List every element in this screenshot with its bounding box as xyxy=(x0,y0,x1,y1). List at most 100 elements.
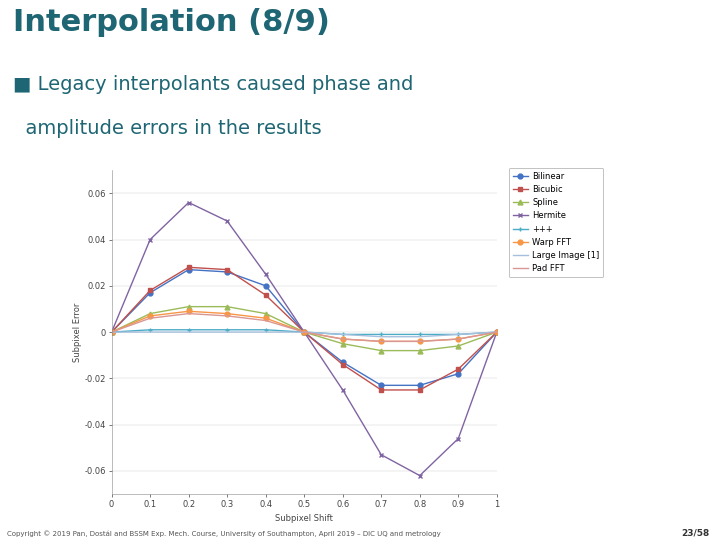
Bicubic xyxy=(107,329,116,335)
Pad FFT xyxy=(145,315,155,321)
Spline xyxy=(300,329,309,335)
Text: Interpolation (8/9): Interpolation (8/9) xyxy=(13,8,330,37)
Hermite xyxy=(377,451,386,458)
Warp FFT xyxy=(300,329,309,335)
Bicubic xyxy=(492,329,501,335)
Spline xyxy=(492,329,501,335)
Pad FFT xyxy=(338,336,347,342)
+++ xyxy=(300,329,309,335)
Bilinear xyxy=(377,382,386,389)
Pad FFT xyxy=(223,313,232,319)
Spline xyxy=(415,347,424,354)
Line: Bicubic: Bicubic xyxy=(109,265,499,393)
Line: +++: +++ xyxy=(109,327,499,337)
+++ xyxy=(377,331,386,338)
Bilinear xyxy=(338,359,347,366)
Legend: Bilinear, Bicubic, Spline, Hermite, +++, Warp FFT, Large Image [1], Pad FFT: Bilinear, Bicubic, Spline, Hermite, +++,… xyxy=(508,168,603,277)
Hermite xyxy=(415,472,424,479)
Warp FFT xyxy=(415,338,424,345)
Spline xyxy=(223,303,232,310)
Pad FFT xyxy=(261,318,270,324)
Bicubic xyxy=(454,366,463,373)
+++ xyxy=(338,331,347,338)
+++ xyxy=(145,327,155,333)
Warp FFT xyxy=(261,315,270,321)
Hermite xyxy=(261,271,270,278)
Large Image [1] xyxy=(107,329,116,335)
Bicubic xyxy=(300,329,309,335)
Warp FFT xyxy=(107,329,116,335)
Large Image [1] xyxy=(415,334,424,340)
Pad FFT xyxy=(454,336,463,342)
Pad FFT xyxy=(492,329,501,335)
Large Image [1] xyxy=(492,329,501,335)
+++ xyxy=(184,327,193,333)
Bilinear xyxy=(223,269,232,275)
Large Image [1] xyxy=(300,329,309,335)
Large Image [1] xyxy=(145,329,155,335)
Pad FFT xyxy=(300,329,309,335)
Hermite xyxy=(338,387,347,393)
Large Image [1] xyxy=(184,329,193,335)
Pad FFT xyxy=(107,329,116,335)
Hermite xyxy=(300,329,309,335)
Spline xyxy=(377,347,386,354)
Text: 23/58: 23/58 xyxy=(681,528,709,537)
Large Image [1] xyxy=(261,329,270,335)
Hermite xyxy=(492,329,501,335)
Line: Large Image [1]: Large Image [1] xyxy=(112,332,497,337)
Spline xyxy=(338,340,347,347)
Bicubic xyxy=(223,266,232,273)
Hermite xyxy=(454,435,463,442)
Large Image [1] xyxy=(223,329,232,335)
Text: amplitude errors in the results: amplitude errors in the results xyxy=(13,119,322,138)
Bilinear xyxy=(492,329,501,335)
Large Image [1] xyxy=(338,331,347,338)
Y-axis label: Subpixel Error: Subpixel Error xyxy=(73,302,82,362)
Warp FFT xyxy=(377,338,386,345)
Spline xyxy=(184,303,193,310)
Spline xyxy=(261,310,270,317)
Bilinear xyxy=(184,266,193,273)
Warp FFT xyxy=(338,336,347,342)
Spline xyxy=(145,310,155,317)
Hermite xyxy=(184,199,193,206)
Line: Spline: Spline xyxy=(109,304,499,353)
Bilinear xyxy=(107,329,116,335)
Warp FFT xyxy=(145,313,155,319)
Large Image [1] xyxy=(454,331,463,338)
Large Image [1] xyxy=(377,334,386,340)
Bicubic xyxy=(338,361,347,368)
Text: Copyright © 2019 Pan, Dostál and BSSM Exp. Mech. Course, University of Southampt: Copyright © 2019 Pan, Dostál and BSSM Ex… xyxy=(7,531,441,537)
Pad FFT xyxy=(184,310,193,317)
Bilinear xyxy=(415,382,424,389)
Bicubic xyxy=(415,387,424,393)
+++ xyxy=(492,329,501,335)
Warp FFT xyxy=(223,310,232,317)
+++ xyxy=(261,327,270,333)
+++ xyxy=(107,329,116,335)
Bicubic xyxy=(184,264,193,271)
Line: Bilinear: Bilinear xyxy=(109,267,499,388)
Bilinear xyxy=(145,289,155,296)
Hermite xyxy=(223,218,232,224)
Bilinear xyxy=(300,329,309,335)
Text: ■ Legacy interpolants caused phase and: ■ Legacy interpolants caused phase and xyxy=(13,76,413,94)
Bicubic xyxy=(145,287,155,294)
+++ xyxy=(415,331,424,338)
Spline xyxy=(107,329,116,335)
Pad FFT xyxy=(415,338,424,345)
Pad FFT xyxy=(377,338,386,345)
X-axis label: Subpixel Shift: Subpixel Shift xyxy=(275,514,333,523)
Line: Warp FFT: Warp FFT xyxy=(109,309,499,344)
Hermite xyxy=(145,237,155,243)
Line: Pad FFT: Pad FFT xyxy=(112,314,497,341)
Bilinear xyxy=(454,370,463,377)
Spline xyxy=(454,343,463,349)
Line: Hermite: Hermite xyxy=(109,200,499,478)
+++ xyxy=(223,327,232,333)
+++ xyxy=(454,331,463,338)
Bilinear xyxy=(261,282,270,289)
Hermite xyxy=(107,329,116,335)
Warp FFT xyxy=(492,329,501,335)
